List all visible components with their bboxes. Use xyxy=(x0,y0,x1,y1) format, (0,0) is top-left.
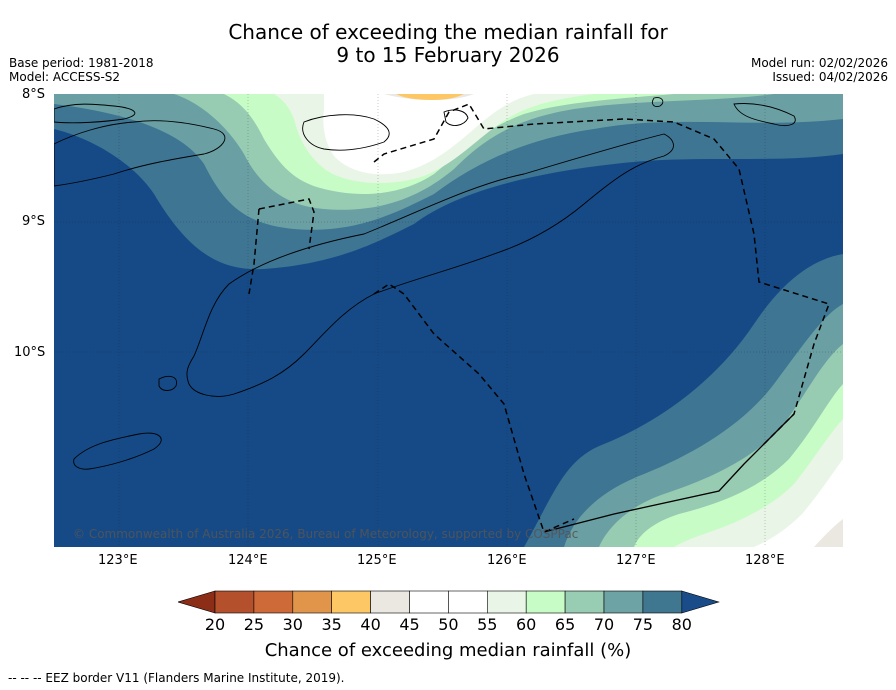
colorbar-box-45-50 xyxy=(409,590,449,614)
colorbar-box-25-30 xyxy=(253,590,294,614)
colorbar-tick-25: 25 xyxy=(243,615,265,634)
colorbar-title: Chance of exceeding median rainfall (%) xyxy=(264,640,632,661)
rote-island-outline xyxy=(73,432,162,470)
eez-border-southeast-solid xyxy=(543,413,795,533)
colorbar-box-40-45 xyxy=(370,590,410,614)
contour-45-southeast xyxy=(754,459,843,547)
eez-border-west xyxy=(248,208,260,295)
contour-40-southeast xyxy=(814,519,843,547)
eez-legend-note: -- -- -- EEZ border V11 (Flanders Marine… xyxy=(8,671,345,685)
colorbar-tick-30: 30 xyxy=(282,615,303,634)
colorbar-tick-70: 70 xyxy=(593,615,615,634)
colorbar-box-65-70 xyxy=(564,590,605,614)
issued-label: Issued: 04/02/2026 xyxy=(772,70,888,84)
colorbar-tick-75: 75 xyxy=(632,615,654,634)
colorbar-box-50-55 xyxy=(448,590,488,614)
lon-label-124e: 124°E xyxy=(228,553,268,568)
colorbar-tick-45: 45 xyxy=(399,615,420,634)
model-label: Model: ACCESS-S2 xyxy=(9,70,121,84)
base-period-label: Base period: 1981-2018 xyxy=(9,56,154,70)
colorbar-box-75-80 xyxy=(642,590,683,614)
contour-55-southeast xyxy=(674,419,843,547)
semau-island-outline xyxy=(158,375,177,391)
lon-label-128e: 128°E xyxy=(745,553,785,568)
colorbar-tick-35: 35 xyxy=(321,615,342,634)
wetar-island-outline xyxy=(302,114,390,151)
lon-label-127e: 127°E xyxy=(616,553,656,568)
lon-label-123e: 123°E xyxy=(98,553,138,568)
colorbar-box-35-40 xyxy=(331,590,371,614)
lat-label-9s: 9°S xyxy=(22,214,46,229)
colorbar-tick-60: 60 xyxy=(516,615,537,634)
colorbar-tick-20: 20 xyxy=(204,615,226,634)
lon-label-125e: 125°E xyxy=(357,553,397,568)
colorbar-box-20-25 xyxy=(214,590,255,614)
timor-island-outline xyxy=(186,133,674,397)
colorbar-box-60-65 xyxy=(525,590,566,614)
colorbar-tick-50: 50 xyxy=(438,615,459,634)
graticule xyxy=(54,94,843,547)
leti-islands-outline xyxy=(733,103,796,127)
colorbar-box-55-60 xyxy=(486,590,527,614)
contour-45-north xyxy=(323,94,534,175)
colorbar-box-30-35 xyxy=(292,590,333,614)
kisar-island-outline xyxy=(651,97,664,107)
colorbar-tick-55: 55 xyxy=(477,615,498,634)
model-run-label: Model run: 02/02/2026 xyxy=(750,56,888,70)
eez-border-north xyxy=(258,103,830,445)
colorbar-tick-40: 40 xyxy=(360,615,381,634)
lat-label-10s: 10°S xyxy=(14,345,46,360)
rainfall-map xyxy=(54,94,843,547)
colorbar-tick-80: 80 xyxy=(671,615,692,634)
flores-outline xyxy=(54,103,136,124)
contour-35-north xyxy=(396,94,464,100)
eez-border xyxy=(248,103,830,534)
colorbar-tick-65: 65 xyxy=(554,615,576,634)
lon-label-126e: 126°E xyxy=(487,553,527,568)
alor-islands-outline xyxy=(54,120,226,187)
eez-border-south xyxy=(373,283,575,534)
colorbar xyxy=(178,590,720,614)
copyright-credit: © Commonwealth of Australia 2026, Bureau… xyxy=(73,527,579,541)
chart-title-line-1: Chance of exceeding the median rainfall … xyxy=(228,20,668,44)
colorbar-box-70-75 xyxy=(603,590,644,614)
chart-title-line-2: 9 to 15 February 2026 xyxy=(336,43,560,67)
colorbar-arrow-low xyxy=(178,590,216,614)
colorbar-arrow-high xyxy=(681,590,720,614)
lat-label-8s: 8°S xyxy=(22,87,46,102)
